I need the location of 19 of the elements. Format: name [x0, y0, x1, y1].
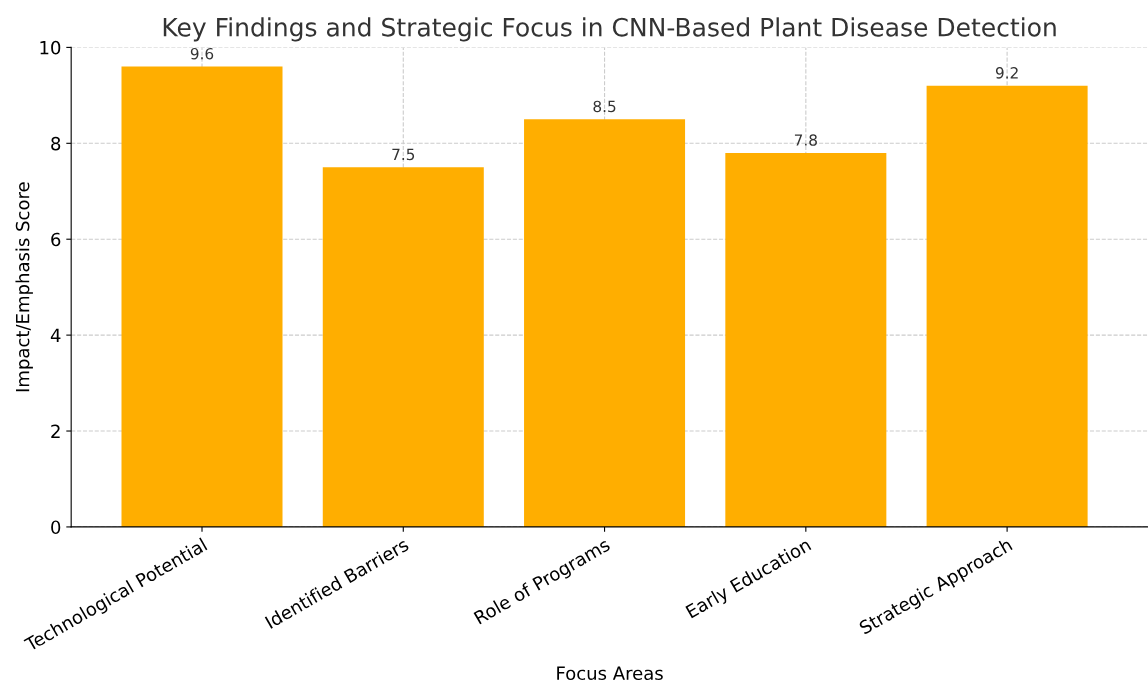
- y-tick-label: 8: [51, 136, 61, 151]
- data-label: 9.6: [190, 47, 214, 60]
- data-label: 7.8: [794, 134, 817, 146]
- y-tick-label: 4: [50, 328, 61, 342]
- data-label: 9.2: [995, 67, 1018, 79]
- y-tick-label: 2: [51, 424, 60, 438]
- x-axis-title: Focus Areas: [557, 666, 663, 681]
- bar: [322, 167, 484, 527]
- bar: [524, 119, 686, 527]
- y-tick-label: 0: [51, 520, 61, 535]
- y-tick-label: 6: [51, 232, 61, 247]
- bar: [725, 152, 887, 527]
- y-axis-title: Impact/Emphasis Score: [15, 182, 33, 392]
- y-tick-label: 10: [40, 40, 61, 55]
- chart-title: Key Findings and Strategic Focus in CNN-Based Plant Disease Detection: [163, 17, 1056, 42]
- data-label: 8.5: [593, 100, 616, 113]
- data-label: 7.5: [392, 148, 415, 161]
- bar: [121, 66, 283, 527]
- bar: [926, 85, 1088, 527]
